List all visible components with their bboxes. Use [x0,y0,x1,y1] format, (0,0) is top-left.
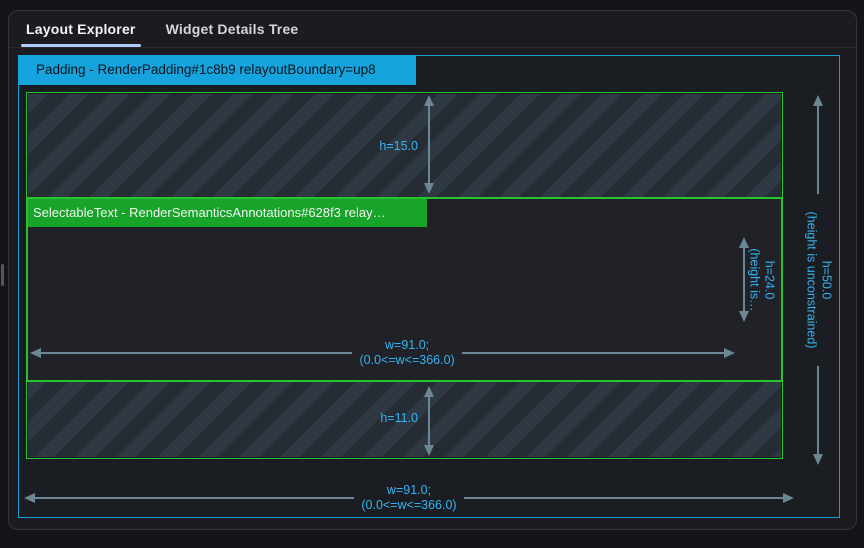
height-arrow-top-segment [813,95,823,194]
parent-width-value: w=91.0; [386,483,432,497]
child-width-constraint: (0.0<=w<=366.0) [359,353,455,367]
tab-layout-explorer[interactable]: Layout Explorer [21,11,141,47]
arrow-left-icon [24,493,35,503]
arrow-right-icon [724,348,735,358]
arrow-up-icon [424,386,434,397]
arrow-up-icon [424,95,434,106]
tab-bar: Layout Explorer Widget Details Tree [9,11,856,48]
selectabletext-widget-title[interactable]: SelectableText - RenderSemanticsAnnotati… [28,199,427,227]
arrow-shaft [463,497,783,499]
padding-top-height-label: h=15.0 [379,139,418,153]
parent-width-label: w=91.0; (0.0<=w<=366.0) [361,483,456,513]
padding-bottom-height-label: h=11.0 [380,411,418,425]
width-arrow-right-segment [461,348,735,358]
arrow-shaft [461,352,724,354]
padding-top-height-arrow [423,95,435,194]
width-arrow-left-segment [24,493,355,503]
width-arrow-left-segment [30,348,353,358]
padding-top-hatch [28,94,781,197]
selectabletext-widget-box[interactable] [26,197,783,382]
tab-label: Widget Details Tree [165,21,299,37]
arrow-shaft [428,397,430,445]
parent-width-annotation: w=91.0; (0.0<=w<=366.0) [24,481,794,515]
arrow-down-icon [424,445,434,456]
arrow-shaft [35,497,355,499]
arrow-up-icon [813,95,823,106]
tab-label: Layout Explorer [26,21,136,37]
parent-height-annotation: h=50.0 (height is unconstrained) [801,95,835,465]
arrow-up-icon [739,237,749,248]
tab-widget-details-tree[interactable]: Widget Details Tree [164,11,301,47]
child-height-constraint: (height is… [748,248,763,312]
arrow-down-icon [739,311,749,322]
child-height-label: h=24.0 (height is… [746,237,778,323]
arrow-shaft [743,248,745,311]
arrow-shaft [817,106,819,194]
padding-bottom-height-arrow [423,386,435,456]
pane-splitter-handle[interactable] [1,264,4,286]
parent-height-value: h=50.0 [819,260,834,300]
arrow-left-icon [30,348,41,358]
parent-width-constraint: (0.0<=w<=366.0) [361,498,457,512]
child-width-value: w=91.0; [385,338,430,352]
arrow-down-icon [424,183,434,194]
arrow-shaft [428,106,430,183]
arrow-right-icon [783,493,794,503]
arrow-down-icon [813,454,823,465]
child-width-annotation: w=91.0; (0.0<=w<=366.0) [30,337,735,369]
child-height-arrow [738,237,750,322]
parent-height-constraint: (height is unconstrained) [804,211,819,349]
height-arrow-bottom-segment [813,366,823,465]
arrow-shaft [817,366,819,454]
arrow-shaft [41,352,353,354]
padding-widget-title[interactable]: Padding - RenderPadding#1c8b9 relayoutBo… [18,55,416,85]
active-tab-indicator [21,44,141,47]
child-width-label: w=91.0; (0.0<=w<=366.0) [359,338,454,368]
padding-bottom-hatch [28,381,781,457]
width-arrow-right-segment [463,493,794,503]
child-height-value: h=24.0 [763,260,778,300]
